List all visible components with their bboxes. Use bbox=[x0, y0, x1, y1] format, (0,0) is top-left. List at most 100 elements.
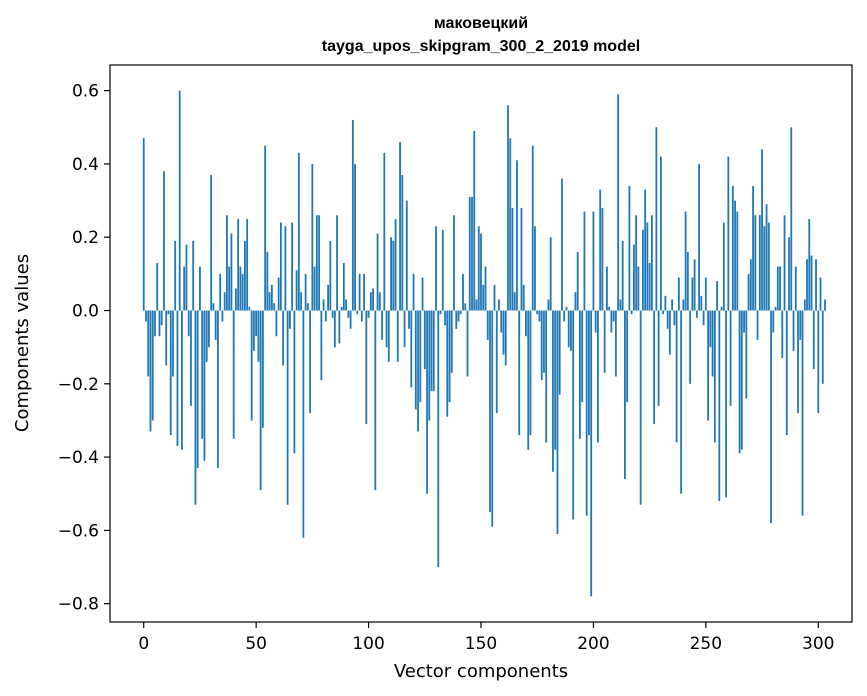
bar-298 bbox=[812, 310, 815, 370]
bar-293 bbox=[801, 310, 804, 516]
bar-168 bbox=[520, 207, 523, 311]
bar-59 bbox=[275, 310, 278, 337]
bar-198 bbox=[588, 310, 590, 436]
bar-265 bbox=[738, 310, 741, 454]
bar-263 bbox=[734, 200, 736, 311]
bar-257 bbox=[720, 306, 723, 311]
bar-103 bbox=[374, 310, 377, 491]
bar-8 bbox=[160, 310, 163, 326]
bar-16 bbox=[178, 90, 181, 311]
bar-158 bbox=[498, 299, 500, 311]
bar-165 bbox=[513, 292, 516, 311]
bar-173 bbox=[531, 145, 534, 311]
x-tick-label: 200 bbox=[577, 634, 609, 654]
bar-112 bbox=[394, 218, 397, 311]
bar-12 bbox=[169, 310, 172, 436]
bar-216 bbox=[628, 185, 631, 311]
bar-193 bbox=[576, 251, 579, 311]
bar-137 bbox=[450, 310, 453, 373]
bar-81 bbox=[324, 310, 327, 322]
bar-129 bbox=[432, 310, 435, 392]
bar-245 bbox=[693, 259, 696, 311]
bar-34 bbox=[219, 273, 222, 311]
bar-249 bbox=[702, 310, 705, 326]
bar-127 bbox=[428, 310, 431, 421]
bar-67 bbox=[293, 310, 296, 454]
bar-61 bbox=[279, 222, 282, 311]
bar-278 bbox=[767, 222, 770, 311]
bar-82 bbox=[327, 284, 329, 311]
bar-237 bbox=[675, 310, 678, 443]
bar-54 bbox=[264, 145, 267, 311]
bar-255 bbox=[716, 281, 718, 311]
bar-128 bbox=[430, 310, 433, 392]
bar-91 bbox=[347, 310, 350, 318]
bar-220 bbox=[637, 266, 640, 311]
bar-246 bbox=[695, 310, 698, 318]
bar-242 bbox=[686, 251, 689, 311]
bar-191 bbox=[572, 310, 575, 520]
bar-232 bbox=[664, 295, 667, 311]
bar-202 bbox=[597, 310, 599, 443]
bar-135 bbox=[446, 310, 449, 417]
bar-177 bbox=[540, 310, 543, 381]
bar-270 bbox=[749, 259, 752, 311]
bar-235 bbox=[671, 299, 674, 311]
chart-title-line1: маковецкий bbox=[434, 15, 528, 32]
bar-15 bbox=[176, 310, 179, 447]
bar-41 bbox=[235, 288, 237, 311]
bar-25 bbox=[199, 266, 201, 311]
bar-236 bbox=[673, 310, 676, 326]
bar-86 bbox=[336, 215, 338, 311]
bar-102 bbox=[372, 288, 374, 311]
bar-286 bbox=[785, 310, 788, 436]
bar-290 bbox=[794, 266, 797, 311]
bar-175 bbox=[536, 310, 539, 315]
bar-172 bbox=[529, 310, 532, 436]
bar-109 bbox=[387, 310, 390, 362]
bar-17 bbox=[181, 310, 183, 450]
bar-166 bbox=[516, 160, 518, 311]
bar-204 bbox=[601, 207, 604, 311]
bar-31 bbox=[212, 303, 215, 311]
bar-68 bbox=[295, 270, 298, 311]
bar-132 bbox=[439, 310, 442, 315]
bar-227 bbox=[653, 310, 656, 425]
bar-18 bbox=[183, 266, 186, 311]
bar-241 bbox=[684, 211, 687, 311]
bar-33 bbox=[217, 310, 219, 469]
bar-181 bbox=[549, 237, 552, 311]
bar-277 bbox=[765, 204, 768, 311]
bar-179 bbox=[545, 310, 548, 443]
bar-195 bbox=[581, 310, 584, 403]
bar-238 bbox=[677, 277, 680, 311]
bar-190 bbox=[570, 310, 572, 351]
bar-44 bbox=[241, 273, 244, 311]
bar-297 bbox=[810, 255, 813, 311]
bar-110 bbox=[390, 237, 392, 311]
bar-92 bbox=[349, 310, 352, 329]
bar-36 bbox=[223, 292, 226, 311]
bar-35 bbox=[221, 310, 224, 322]
bar-119 bbox=[410, 310, 413, 388]
bar-299 bbox=[815, 259, 817, 311]
bar-70 bbox=[300, 292, 303, 311]
bar-124 bbox=[421, 277, 424, 311]
bar-294 bbox=[803, 299, 806, 311]
bar-66 bbox=[291, 222, 294, 311]
bar-200 bbox=[592, 211, 595, 311]
bar-73 bbox=[306, 303, 309, 311]
bar-284 bbox=[781, 310, 784, 359]
y-tick-label: 0.6 bbox=[72, 82, 99, 102]
bar-152 bbox=[484, 266, 487, 311]
bar-156 bbox=[493, 284, 496, 311]
bar-149 bbox=[477, 226, 480, 311]
bar-269 bbox=[747, 273, 750, 311]
bar-7 bbox=[158, 310, 161, 337]
bar-144 bbox=[466, 310, 469, 377]
bar-189 bbox=[567, 310, 570, 348]
bar-151 bbox=[482, 284, 485, 311]
x-tick-label: 300 bbox=[802, 634, 834, 654]
bar-23 bbox=[194, 310, 197, 505]
x-axis-label: Vector components bbox=[394, 661, 568, 682]
